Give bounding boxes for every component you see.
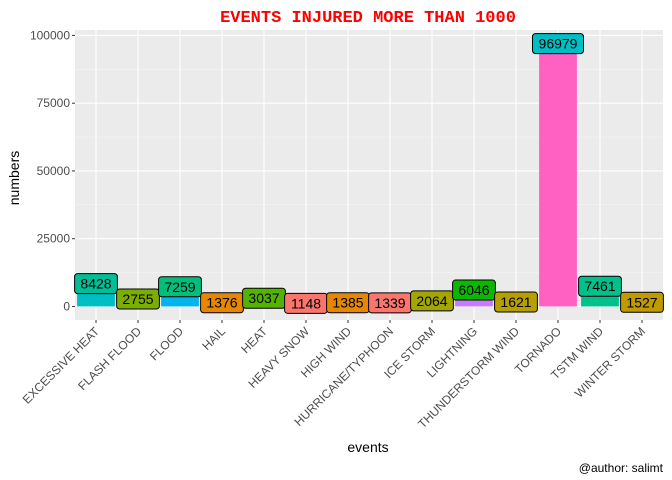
data-label: 3037 [248,290,279,306]
x-tick-label: FLOOD [147,324,186,363]
data-label-box [74,273,118,295]
data-label: 1376 [206,295,237,311]
data-label-box [578,275,622,297]
data-label: 1527 [626,294,657,310]
data-label-box [158,276,202,298]
data-label: 7461 [584,278,615,294]
data-label-box [532,33,584,55]
data-labels: 8428 2755 7259 1376 3037 1148 1385 1339 2064 6046… [74,33,664,314]
x-tick-label: HAIL [199,324,228,353]
data-label-box [410,290,454,312]
y-tick-label: 50000 [37,164,71,178]
caption: @author: salimt [579,461,664,475]
y-tick-label: 25000 [37,232,71,246]
data-label: 96979 [539,36,578,52]
y-tick-label: 0 [63,299,70,313]
data-label: 1621 [500,294,531,310]
bar [539,43,577,307]
y-tick-label: 75000 [37,96,71,110]
x-tick-label: WINTER STORM [572,324,648,400]
data-label: 7259 [164,279,195,295]
data-label: 8428 [80,276,111,292]
data-label-box [116,288,160,310]
y-tick-label: 100000 [30,28,70,42]
data-label-box [620,291,664,313]
y-axis-title: numbers [6,151,22,205]
x-axis-title: events [347,439,388,455]
grid-lines [75,30,663,320]
data-label: 2755 [122,291,153,307]
data-label-box [452,279,496,301]
chart-title: EVENTS INJURED MORE THAN 1000 [220,9,516,28]
data-label: 6046 [458,282,489,298]
data-label: 1385 [332,295,363,311]
data-label-box [494,291,538,313]
x-tick-label: HEAT [238,324,270,356]
data-label: 1148 [291,295,321,311]
data-label: 1339 [374,295,405,311]
y-axis: 0 25000 50000 75000 100000 [30,28,75,313]
x-tick-label: EXCESSIVE HEAT [20,324,103,407]
data-label: 2064 [416,293,447,309]
